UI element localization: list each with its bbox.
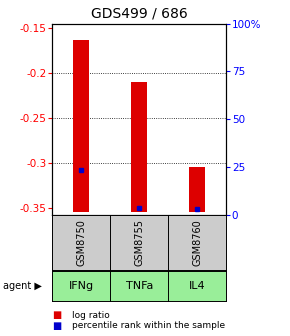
Text: agent ▶: agent ▶ [3, 281, 42, 291]
Text: IFNg: IFNg [69, 281, 94, 291]
Text: GSM8760: GSM8760 [192, 219, 202, 266]
Text: ■: ■ [52, 310, 61, 320]
Bar [131, 82, 147, 212]
Text: IL4: IL4 [189, 281, 206, 291]
Bar [189, 167, 205, 212]
Text: TNFa: TNFa [126, 281, 153, 291]
Title: GDS499 / 686: GDS499 / 686 [91, 7, 188, 21]
Text: log ratio: log ratio [72, 311, 110, 320]
Text: ■: ■ [52, 321, 61, 331]
Text: percentile rank within the sample: percentile rank within the sample [72, 322, 226, 330]
Text: GSM8750: GSM8750 [76, 219, 86, 266]
Bar [73, 40, 89, 212]
Text: GSM8755: GSM8755 [134, 219, 144, 266]
